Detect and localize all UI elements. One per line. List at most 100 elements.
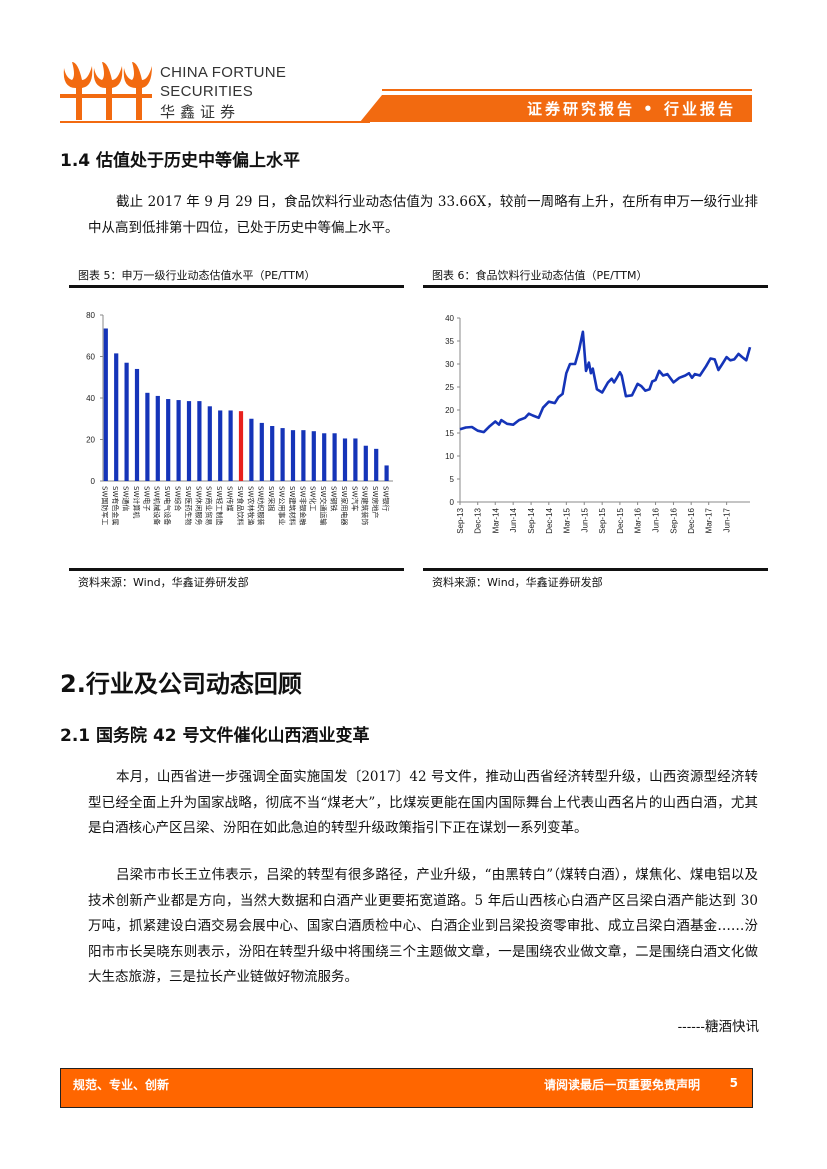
figure-5-bar-chart: 0 20 40 60 80 SW国防军工 SW有色金属 SW通信 SW计算机 SW电子 SW机械设备… bbox=[86, 311, 393, 525]
section-heading: 2.1 国务院 42 号文件催化山西酒业变革 bbox=[60, 726, 370, 746]
x-tick-label: SW通信 bbox=[122, 486, 131, 511]
bar bbox=[186, 401, 192, 481]
bar bbox=[207, 406, 212, 481]
x-tick-label: SW交通运输 bbox=[319, 486, 328, 525]
pe-series-line bbox=[459, 330, 752, 434]
x-tick-label: Sep-16 bbox=[669, 507, 678, 533]
x-tick-label: SW计算机 bbox=[132, 486, 141, 518]
x-tick-label: Sep-14 bbox=[527, 507, 536, 533]
header-divider bbox=[60, 121, 370, 123]
bar bbox=[353, 438, 358, 481]
x-tick-label: SW电子 bbox=[142, 486, 151, 511]
x-tick-label: SW银行 bbox=[382, 486, 391, 511]
x-tick-label: SW综合 bbox=[174, 486, 183, 511]
y-tick-label: 20 bbox=[445, 406, 454, 415]
bar bbox=[114, 353, 119, 481]
x-tick-label: SW农林牧渔 bbox=[246, 486, 255, 525]
x-tick-label: SW家用电器 bbox=[340, 486, 349, 525]
bar bbox=[218, 410, 223, 481]
bar bbox=[228, 410, 233, 481]
paragraph: 截止 2017 年 9 月 29 日，食品饮料行业动态估值为 33.66X，较前… bbox=[88, 194, 758, 236]
header-banner: 证券研究报告 • 行业报告 bbox=[360, 95, 752, 122]
y-tick-label: 0 bbox=[450, 498, 455, 507]
x-tick-label: Mar-17 bbox=[705, 507, 714, 533]
y-tick-label: 0 bbox=[91, 477, 96, 486]
x-tick-label: Sep-15 bbox=[598, 507, 607, 533]
logo-text-en-1: CHINA FORTUNE bbox=[160, 64, 287, 81]
y-tick-label: 20 bbox=[86, 436, 95, 445]
y-tick-label: 60 bbox=[86, 353, 95, 362]
bar bbox=[259, 422, 264, 481]
bar bbox=[342, 438, 348, 481]
y-tick-label: 40 bbox=[86, 394, 95, 403]
article-source: ------糖酒快讯 bbox=[677, 1019, 759, 1035]
x-tick-label: SW纺织服装 bbox=[257, 486, 266, 525]
footer: 规范、专业、创新 请阅读最后一页重要免责声明 5 bbox=[60, 1068, 753, 1108]
x-tick-label: SW有色金属 bbox=[111, 486, 120, 525]
bar bbox=[374, 448, 379, 481]
bar bbox=[311, 431, 316, 481]
x-tick-label: SW采掘 bbox=[267, 486, 276, 511]
bar bbox=[249, 418, 254, 481]
x-tick-label: Mar-15 bbox=[562, 507, 571, 533]
bar bbox=[384, 465, 389, 481]
bar bbox=[301, 430, 306, 481]
section-heading: 1.4 估值处于历史中等偏上水平 bbox=[60, 151, 301, 171]
x-tick-label: SW机械设备 bbox=[153, 486, 162, 525]
x-tick-label: SW汽车 bbox=[350, 486, 359, 511]
footer-disclaimer: 请阅读最后一页重要免责声明 bbox=[543, 1078, 700, 1092]
bar bbox=[238, 411, 244, 481]
bar bbox=[197, 401, 202, 481]
y-tick-label: 10 bbox=[445, 452, 454, 461]
y-tick-label: 80 bbox=[86, 311, 95, 320]
y-tick-label: 5 bbox=[450, 475, 455, 484]
x-tick-label: Jun-15 bbox=[580, 507, 589, 532]
paragraph: 本月，山西省进一步强调全面实施国发〔2017〕42 号文件，推动山西省经济转型升… bbox=[88, 769, 758, 837]
bar bbox=[332, 433, 337, 481]
x-tick-label: SW医药生物 bbox=[184, 486, 193, 525]
figure-5-top-rule bbox=[69, 285, 404, 288]
figure-5-title: 图表 5：申万一级行业动态估值水平（PE/TTM） bbox=[78, 269, 316, 282]
chapter-heading: 2.行业及公司动态回顾 bbox=[60, 670, 302, 698]
y-tick-label: 40 bbox=[445, 314, 454, 323]
x-tick-label: Dec-15 bbox=[616, 507, 625, 533]
logo-text-cn: 华鑫证券 bbox=[160, 103, 241, 121]
bar bbox=[280, 428, 285, 481]
x-tick-label: Mar-14 bbox=[491, 507, 500, 533]
x-tick-label: SW钢铁 bbox=[330, 486, 339, 511]
x-tick-label: SW电气设备 bbox=[163, 486, 172, 525]
x-tick-label: Sep-13 bbox=[456, 507, 465, 533]
figure-6-source: 资料来源：Wind，华鑫证券研发部 bbox=[432, 576, 603, 589]
report-type-label: 证券研究报告 • 行业报告 bbox=[526, 100, 736, 118]
company-logo-icon bbox=[60, 62, 152, 120]
bar bbox=[290, 430, 296, 481]
figure-6-bottom-rule bbox=[423, 568, 768, 571]
page-number: 5 bbox=[729, 1076, 738, 1090]
x-tick-label: SW房地产 bbox=[371, 486, 380, 518]
bar bbox=[270, 426, 275, 481]
bar bbox=[124, 362, 129, 481]
figure-5-source: 资料来源：Wind，华鑫证券研发部 bbox=[78, 576, 249, 589]
bar bbox=[145, 392, 150, 481]
bar bbox=[155, 395, 160, 481]
x-tick-label: Jun-16 bbox=[652, 507, 661, 532]
x-tick-label: SW休闲服务 bbox=[194, 486, 203, 525]
footer-slogan: 规范、专业、创新 bbox=[73, 1078, 170, 1092]
y-tick-label: 25 bbox=[445, 383, 454, 392]
x-tick-label: SW建筑材料 bbox=[288, 486, 297, 525]
x-tick-label: SW公用事业 bbox=[278, 486, 287, 525]
y-tick-label: 15 bbox=[445, 429, 454, 438]
x-tick-label: Mar-16 bbox=[634, 507, 643, 533]
bar bbox=[103, 328, 108, 481]
x-tick-label: Dec-13 bbox=[474, 507, 483, 533]
x-tick-label: SW食品饮料 bbox=[236, 486, 245, 525]
x-tick-label: Dec-16 bbox=[687, 507, 696, 533]
x-tick-label: SW国防军工 bbox=[101, 486, 110, 525]
figure-5-bottom-rule bbox=[69, 568, 404, 571]
x-tick-label: SW建筑装饰 bbox=[361, 486, 370, 525]
x-tick-label: SW商业贸易 bbox=[205, 486, 214, 525]
x-tick-label: Dec-14 bbox=[545, 507, 554, 533]
header-top-line bbox=[382, 89, 752, 91]
bar bbox=[363, 445, 368, 481]
y-tick-label: 30 bbox=[445, 360, 454, 369]
